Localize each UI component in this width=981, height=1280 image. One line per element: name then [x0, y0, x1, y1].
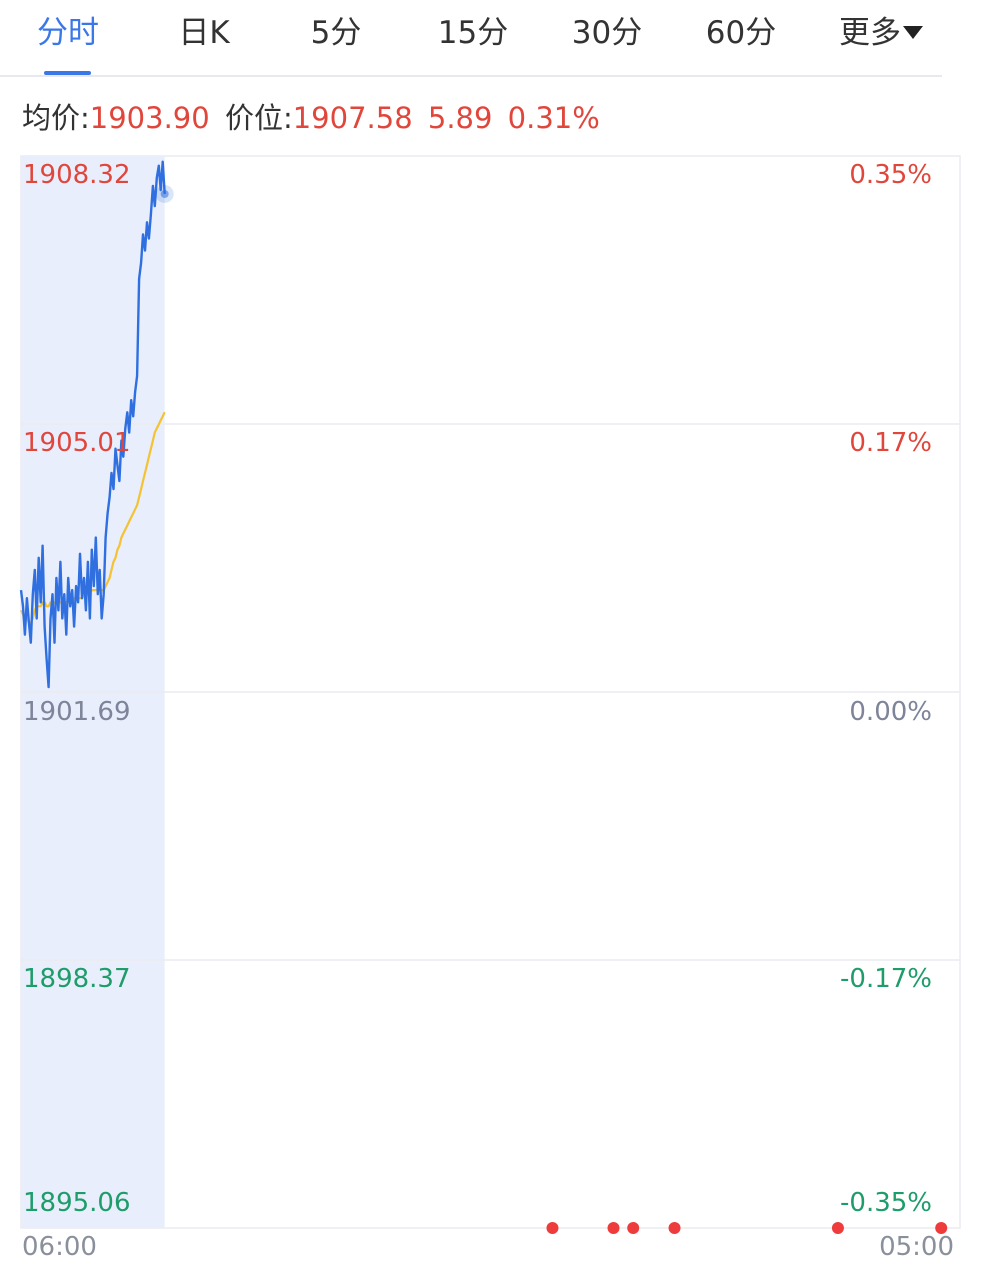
- tab-60min[interactable]: 60分: [705, 15, 777, 51]
- event-marker: [607, 1222, 620, 1234]
- event-marker: [831, 1222, 844, 1234]
- y-axis-price-tick: 1908.32: [23, 160, 131, 190]
- x-axis-start-label: 06:00: [22, 1232, 97, 1262]
- tab-more[interactable]: 更多: [826, 10, 936, 60]
- tab-30min[interactable]: 30分: [571, 15, 643, 51]
- price-info-bar: 均价:1903.90 价位:1907.58 5.89 0.31%: [22, 98, 600, 138]
- y-axis-percent-tick: 0.17%: [849, 428, 932, 458]
- event-marker: [935, 1222, 948, 1234]
- x-axis-end-label: 05:00: [879, 1232, 954, 1262]
- event-marker: [546, 1222, 559, 1234]
- price-value: 1907.58: [292, 101, 413, 135]
- y-axis-price-tick: 1898.37: [23, 964, 131, 994]
- price-label: 价位:: [224, 101, 293, 135]
- tab-intraday[interactable]: 分时: [37, 15, 99, 51]
- event-marker: [627, 1222, 640, 1234]
- y-axis-percent-tick: 0.00%: [849, 697, 932, 727]
- price-line: [19, 160, 166, 689]
- y-axis-percent-tick: -0.17%: [840, 964, 932, 994]
- y-axis-price-tick: 1901.69: [23, 697, 131, 727]
- event-marker: [668, 1222, 681, 1234]
- tab-more-label: 更多: [839, 15, 901, 51]
- y-axis-price-tick: 1895.06: [23, 1188, 131, 1218]
- price-change: 5.89: [427, 101, 493, 135]
- price-change-pct: 0.31%: [507, 101, 600, 135]
- active-tab-indicator: [44, 71, 91, 75]
- y-axis-percent-tick: -0.35%: [840, 1188, 932, 1218]
- last-price-dot: [160, 189, 169, 198]
- y-axis-percent-tick: 0.35%: [849, 160, 932, 190]
- tab-divider: [0, 75, 942, 77]
- tab-15min[interactable]: 15分: [437, 15, 509, 51]
- y-axis-price-tick: 1905.01: [23, 428, 131, 458]
- avg-price-value: 1903.90: [89, 101, 210, 135]
- tab-5min[interactable]: 5分: [310, 15, 362, 51]
- avg-price-label: 均价:: [22, 101, 90, 135]
- caret-down-icon: [903, 26, 923, 39]
- tab-daily-k[interactable]: 日K: [178, 15, 230, 51]
